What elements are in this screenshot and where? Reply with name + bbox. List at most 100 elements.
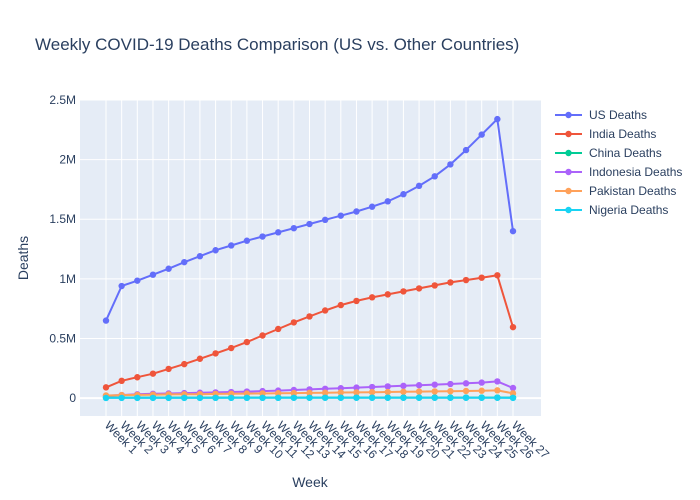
data-point bbox=[494, 115, 501, 123]
data-point bbox=[118, 282, 125, 290]
data-point bbox=[321, 307, 329, 314]
data-point bbox=[228, 394, 235, 402]
data-point bbox=[368, 388, 376, 396]
data-point bbox=[431, 282, 438, 289]
data-point bbox=[337, 394, 345, 401]
data-point bbox=[102, 317, 110, 324]
data-point bbox=[274, 325, 282, 333]
y-tick-label: 2.5M bbox=[49, 93, 76, 107]
data-point bbox=[368, 203, 376, 210]
data-point bbox=[353, 297, 360, 305]
data-point bbox=[134, 394, 141, 402]
data-point bbox=[431, 388, 438, 395]
legend-item-indonesia-deaths[interactable]: Indonesia Deaths bbox=[555, 165, 682, 179]
data-point bbox=[196, 355, 204, 362]
data-point bbox=[212, 247, 219, 254]
data-point bbox=[181, 394, 188, 402]
data-point bbox=[462, 380, 470, 387]
data-point bbox=[478, 387, 485, 394]
legend-item-india-deaths[interactable]: India Deaths bbox=[555, 127, 656, 141]
data-point bbox=[243, 394, 251, 402]
data-point bbox=[321, 216, 329, 224]
data-point bbox=[321, 389, 329, 396]
data-point bbox=[165, 265, 172, 272]
data-point bbox=[306, 394, 313, 401]
data-point bbox=[149, 271, 157, 278]
legend-label: Nigeria Deaths bbox=[589, 203, 668, 217]
x-axis-title: Week bbox=[292, 474, 329, 490]
data-point bbox=[149, 370, 157, 377]
data-point bbox=[165, 365, 172, 373]
data-point bbox=[368, 394, 376, 401]
legend-swatch-marker bbox=[565, 111, 572, 119]
legend-label: US Deaths bbox=[589, 108, 647, 122]
y-tick-label: 1M bbox=[59, 272, 76, 286]
data-point bbox=[290, 319, 298, 326]
legend-swatch-marker bbox=[565, 187, 572, 195]
legend-item-nigeria-deaths[interactable]: Nigeria Deaths bbox=[555, 203, 668, 217]
data-point bbox=[243, 237, 251, 244]
data-point bbox=[337, 389, 345, 396]
data-point bbox=[494, 387, 501, 394]
legend-swatch-marker bbox=[565, 130, 572, 138]
data-point bbox=[462, 387, 470, 395]
data-point bbox=[384, 388, 391, 396]
data-point bbox=[400, 382, 407, 390]
legend-item-pakistan-deaths[interactable]: Pakistan Deaths bbox=[555, 184, 676, 198]
data-point bbox=[259, 332, 266, 339]
data-point bbox=[478, 394, 485, 401]
data-point bbox=[259, 233, 266, 240]
data-point bbox=[228, 344, 235, 352]
data-point bbox=[102, 394, 110, 402]
data-point bbox=[212, 350, 219, 357]
data-point bbox=[447, 387, 454, 395]
data-point bbox=[400, 191, 407, 198]
data-point bbox=[290, 224, 298, 232]
data-point bbox=[415, 182, 423, 190]
data-point bbox=[415, 285, 423, 292]
legend-swatch-marker bbox=[565, 206, 572, 214]
data-point bbox=[462, 276, 470, 284]
data-point bbox=[400, 394, 407, 401]
data-point bbox=[509, 384, 517, 392]
legend-item-china-deaths[interactable]: China Deaths bbox=[555, 146, 662, 160]
data-point bbox=[431, 394, 438, 401]
data-point bbox=[494, 378, 501, 385]
data-point bbox=[462, 394, 470, 401]
y-tick-label: 0.5M bbox=[49, 331, 76, 345]
data-point bbox=[447, 394, 454, 401]
series-india-deaths bbox=[102, 272, 517, 391]
data-point bbox=[306, 389, 313, 397]
data-point bbox=[165, 394, 172, 402]
data-point bbox=[118, 377, 125, 385]
data-point bbox=[181, 258, 188, 266]
data-point bbox=[384, 383, 391, 390]
data-point bbox=[134, 374, 141, 381]
legend[interactable]: US Deaths India Deaths China Deaths Indones… bbox=[555, 108, 682, 217]
data-point bbox=[509, 394, 517, 402]
data-point bbox=[228, 242, 235, 249]
legend-item-us-deaths[interactable]: US Deaths bbox=[555, 108, 647, 122]
data-point bbox=[478, 131, 485, 138]
data-point bbox=[509, 323, 517, 331]
y-axis: 0 0.5M 1M 1.5M 2M 2.5M bbox=[49, 93, 76, 405]
data-point bbox=[274, 394, 282, 402]
data-point bbox=[353, 384, 360, 391]
data-point bbox=[212, 394, 219, 402]
legend-label: Pakistan Deaths bbox=[589, 184, 676, 198]
series-layer bbox=[102, 115, 517, 402]
data-point bbox=[274, 390, 282, 397]
data-point bbox=[306, 313, 313, 320]
plot-background bbox=[80, 100, 541, 416]
data-point bbox=[337, 301, 345, 309]
data-point bbox=[196, 253, 204, 260]
data-point bbox=[384, 198, 391, 205]
legend-swatch-marker bbox=[565, 149, 572, 157]
data-point bbox=[134, 277, 141, 284]
data-point bbox=[509, 390, 517, 397]
data-point bbox=[337, 212, 345, 219]
chart-title: Weekly COVID-19 Deaths Comparison (US vs… bbox=[35, 35, 519, 54]
data-point bbox=[400, 288, 407, 295]
data-point bbox=[290, 389, 298, 397]
data-point bbox=[353, 389, 360, 396]
